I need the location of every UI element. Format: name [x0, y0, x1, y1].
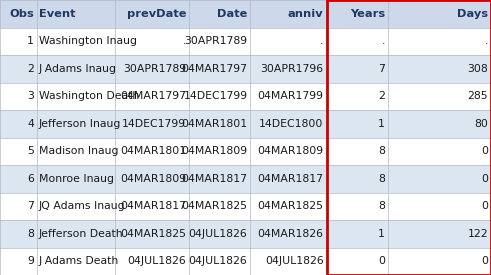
Text: 04MAR1809: 04MAR1809	[257, 146, 324, 156]
Text: 04MAR1817: 04MAR1817	[120, 201, 186, 211]
Text: 7: 7	[27, 201, 34, 211]
Bar	[0, 138, 491, 165]
Text: 04JUL1826: 04JUL1826	[265, 256, 324, 266]
Text: 14DEC1800: 14DEC1800	[259, 119, 324, 129]
Text: 8: 8	[378, 174, 385, 184]
Text: 04MAR1797: 04MAR1797	[120, 91, 186, 101]
Text: Madison Inaug: Madison Inaug	[39, 146, 118, 156]
Text: 122: 122	[467, 229, 488, 239]
Text: 6: 6	[27, 174, 34, 184]
Text: 0: 0	[481, 174, 488, 184]
Text: 80: 80	[474, 119, 488, 129]
Text: .: .	[485, 36, 488, 46]
Text: 0: 0	[481, 256, 488, 266]
Text: 5: 5	[27, 146, 34, 156]
Bar	[327, 0, 491, 275]
Text: 0: 0	[378, 256, 385, 266]
Text: 1: 1	[378, 229, 385, 239]
Text: Days: Days	[457, 9, 488, 19]
Text: 04MAR1809: 04MAR1809	[181, 146, 247, 156]
Text: anniv: anniv	[288, 9, 324, 19]
Bar	[0, 28, 491, 55]
Text: Years: Years	[350, 9, 385, 19]
Text: 8: 8	[378, 201, 385, 211]
Text: 1: 1	[378, 119, 385, 129]
Text: 04MAR1801: 04MAR1801	[120, 146, 186, 156]
Bar	[0, 55, 491, 82]
Text: 14DEC1799: 14DEC1799	[122, 119, 186, 129]
Text: 4: 4	[27, 119, 34, 129]
Text: J Adams Inaug: J Adams Inaug	[39, 64, 117, 74]
Text: 3: 3	[27, 91, 34, 101]
Text: 14DEC1799: 14DEC1799	[183, 91, 247, 101]
Bar	[0, 248, 491, 275]
Text: JQ Adams Inaug: JQ Adams Inaug	[39, 201, 125, 211]
Text: 0: 0	[481, 201, 488, 211]
Text: .: .	[320, 36, 324, 46]
Text: 04MAR1817: 04MAR1817	[182, 174, 247, 184]
Text: Jefferson Death: Jefferson Death	[39, 229, 123, 239]
Text: 2: 2	[27, 64, 34, 74]
Text: 0: 0	[481, 146, 488, 156]
Text: 1: 1	[27, 36, 34, 46]
Text: 04MAR1825: 04MAR1825	[120, 229, 186, 239]
Text: 04MAR1801: 04MAR1801	[181, 119, 247, 129]
Text: 04MAR1825: 04MAR1825	[182, 201, 247, 211]
Text: 04JUL1826: 04JUL1826	[127, 256, 186, 266]
Text: Obs: Obs	[9, 9, 34, 19]
Bar	[0, 110, 491, 138]
Text: Washington Inaug: Washington Inaug	[39, 36, 137, 46]
Text: Date: Date	[217, 9, 247, 19]
Text: 8: 8	[27, 229, 34, 239]
Text: 04MAR1799: 04MAR1799	[258, 91, 324, 101]
Bar	[0, 0, 491, 28]
Text: 04MAR1825: 04MAR1825	[258, 201, 324, 211]
Text: 04MAR1826: 04MAR1826	[258, 229, 324, 239]
Text: 8: 8	[378, 146, 385, 156]
Text: .: .	[382, 36, 385, 46]
Text: .: .	[183, 36, 186, 46]
Text: 285: 285	[467, 91, 488, 101]
Text: 04MAR1817: 04MAR1817	[258, 174, 324, 184]
Text: 9: 9	[27, 256, 34, 266]
Bar	[0, 220, 491, 248]
Text: 2: 2	[378, 91, 385, 101]
Text: Monroe Inaug: Monroe Inaug	[39, 174, 114, 184]
Text: 30APR1789: 30APR1789	[123, 64, 186, 74]
Text: 04JUL1826: 04JUL1826	[189, 229, 247, 239]
Text: 308: 308	[467, 64, 488, 74]
Text: Washington Death: Washington Death	[39, 91, 139, 101]
Bar	[0, 82, 491, 110]
Text: prevDate: prevDate	[127, 9, 186, 19]
Text: Event: Event	[39, 9, 75, 19]
Bar	[0, 165, 491, 192]
Text: 30APR1796: 30APR1796	[260, 64, 324, 74]
Text: J Adams Death: J Adams Death	[39, 256, 119, 266]
Text: 7: 7	[378, 64, 385, 74]
Text: 04MAR1797: 04MAR1797	[182, 64, 247, 74]
Text: 04MAR1809: 04MAR1809	[120, 174, 186, 184]
Text: 30APR1789: 30APR1789	[184, 36, 247, 46]
Bar	[0, 192, 491, 220]
Text: 04JUL1826: 04JUL1826	[189, 256, 247, 266]
Text: Jefferson Inaug: Jefferson Inaug	[39, 119, 121, 129]
